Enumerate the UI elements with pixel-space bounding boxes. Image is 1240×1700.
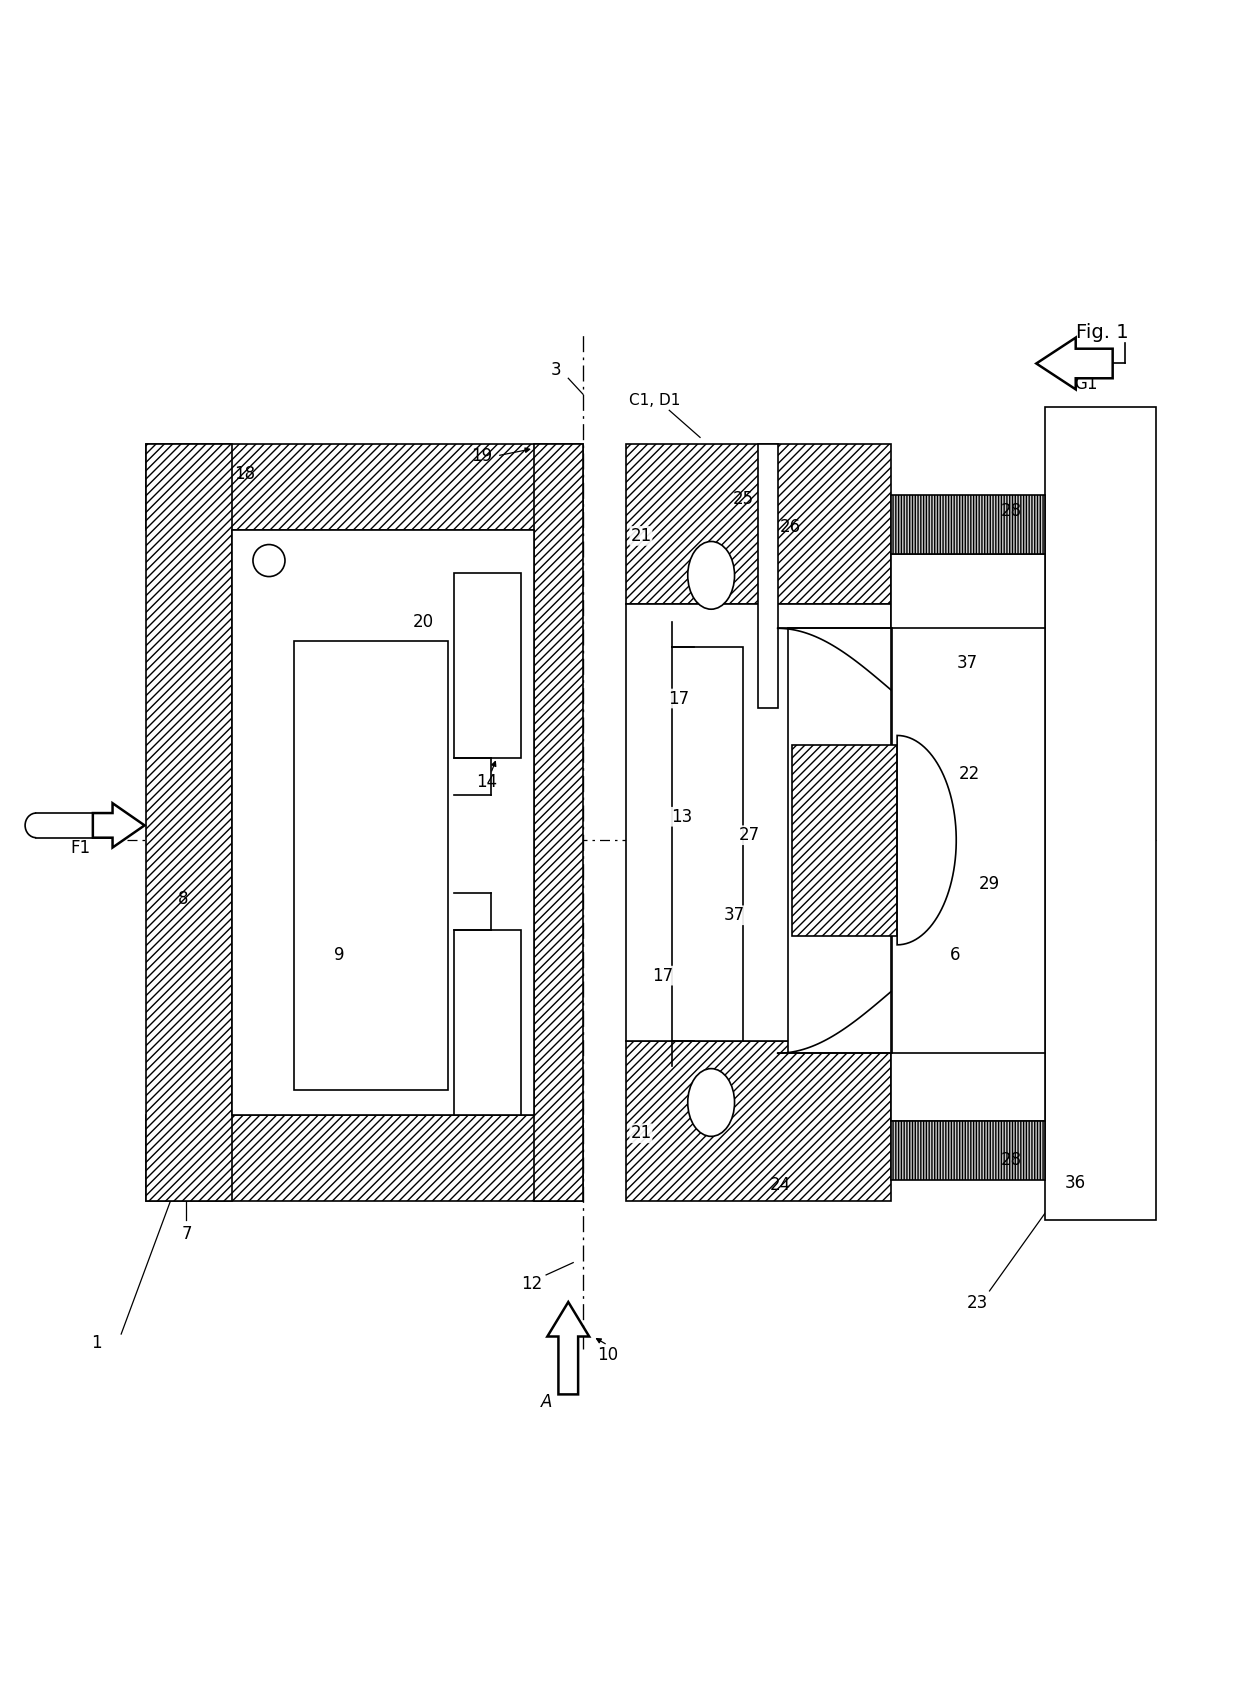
Text: 7: 7 bbox=[181, 1226, 192, 1243]
Text: 25: 25 bbox=[733, 490, 754, 508]
Polygon shape bbox=[897, 736, 956, 945]
Text: 16: 16 bbox=[832, 782, 853, 801]
Bar bbox=[626, 604, 892, 1040]
Ellipse shape bbox=[688, 542, 734, 609]
Bar bbox=[792, 745, 897, 937]
Bar bbox=[454, 573, 522, 758]
Bar bbox=[892, 495, 1045, 554]
Text: 6: 6 bbox=[950, 945, 960, 964]
Text: G1: G1 bbox=[1074, 376, 1097, 393]
Text: 37: 37 bbox=[724, 906, 745, 925]
FancyArrow shape bbox=[547, 1302, 589, 1394]
FancyArrow shape bbox=[1037, 338, 1112, 389]
Text: 19: 19 bbox=[471, 447, 492, 464]
Circle shape bbox=[253, 544, 285, 576]
Text: 1: 1 bbox=[92, 1334, 102, 1352]
Bar bbox=[672, 646, 743, 1040]
Bar bbox=[454, 930, 522, 1115]
Text: 3: 3 bbox=[551, 360, 562, 379]
Text: 21: 21 bbox=[630, 1124, 651, 1142]
Bar bbox=[146, 1115, 583, 1200]
Text: 28: 28 bbox=[1001, 502, 1022, 520]
Text: C1, D1: C1, D1 bbox=[629, 393, 681, 408]
Text: 22: 22 bbox=[959, 765, 980, 782]
Bar bbox=[626, 444, 892, 604]
Bar bbox=[146, 444, 583, 530]
Bar bbox=[892, 1120, 1045, 1180]
Text: 27: 27 bbox=[739, 826, 760, 845]
Text: 17: 17 bbox=[668, 690, 689, 707]
Text: 10: 10 bbox=[598, 1346, 619, 1363]
Bar bbox=[787, 629, 893, 1054]
Text: 21: 21 bbox=[630, 527, 651, 546]
Bar bbox=[146, 444, 232, 1200]
Text: 12: 12 bbox=[521, 1275, 542, 1292]
Text: 8: 8 bbox=[177, 891, 188, 908]
Text: 29: 29 bbox=[978, 876, 1001, 894]
Text: 20: 20 bbox=[413, 614, 434, 631]
Ellipse shape bbox=[688, 1069, 734, 1136]
Text: 26: 26 bbox=[780, 518, 801, 536]
Text: 28: 28 bbox=[1001, 1151, 1022, 1170]
Text: F1: F1 bbox=[71, 838, 91, 857]
Bar bbox=[892, 554, 1045, 1120]
Text: 17: 17 bbox=[652, 967, 673, 984]
Text: 13: 13 bbox=[671, 808, 692, 826]
Bar bbox=[294, 641, 448, 1090]
Bar bbox=[758, 444, 777, 709]
Text: A: A bbox=[541, 1392, 552, 1411]
Text: 9: 9 bbox=[334, 945, 345, 964]
Text: 36: 36 bbox=[1065, 1173, 1086, 1192]
Text: 24: 24 bbox=[770, 1176, 791, 1193]
Bar bbox=[1045, 406, 1156, 1219]
Text: 14: 14 bbox=[476, 774, 497, 790]
FancyArrow shape bbox=[93, 802, 145, 848]
Bar bbox=[533, 444, 583, 1200]
Text: 37: 37 bbox=[957, 654, 978, 672]
Bar bbox=[232, 530, 533, 1115]
Text: 23: 23 bbox=[966, 1294, 988, 1312]
Bar bbox=[626, 1040, 892, 1200]
Text: 18: 18 bbox=[234, 466, 255, 483]
Text: Fig. 1: Fig. 1 bbox=[1076, 323, 1128, 342]
